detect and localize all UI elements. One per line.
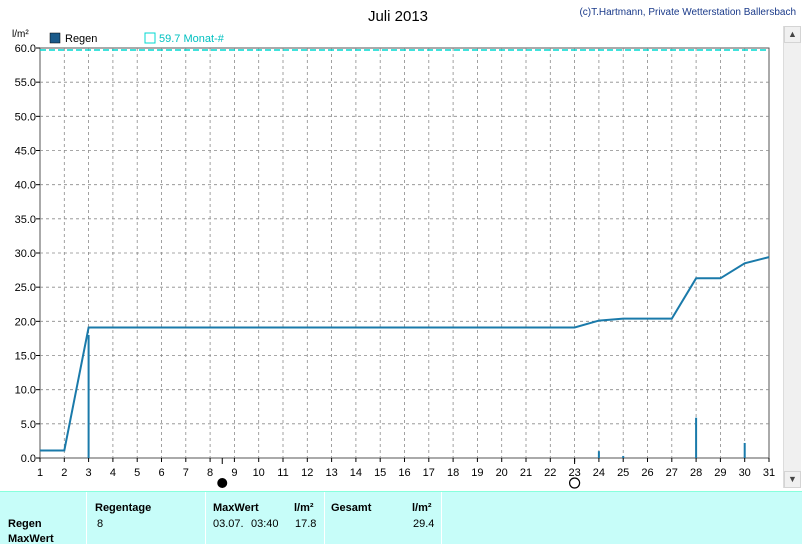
x-tick-label: 2 <box>61 467 67 479</box>
maxwert-time: 03:40 <box>251 518 279 530</box>
y-tick-label: 25.0 <box>15 282 36 294</box>
x-tick-label: 11 <box>277 467 288 479</box>
y-tick-label: 0.0 <box>21 453 36 465</box>
y-tick-label: 35.0 <box>15 214 36 226</box>
x-tick-label: 8 <box>207 467 213 479</box>
row-label-regen: Regen <box>8 518 42 530</box>
gesamt-header: Gesamt <box>331 502 372 514</box>
rain-chart: Juli 2013 l/m² Regen 59.7 Monat-# 0.0 5.0… <box>12 8 775 489</box>
x-tick-label: 9 <box>231 467 237 479</box>
regentage-header: Regentage <box>95 502 152 514</box>
x-tick-label: 18 <box>447 467 459 479</box>
x-tick-label: 26 <box>641 467 653 479</box>
panel-divider <box>441 492 442 544</box>
panel-divider <box>324 492 325 544</box>
x-tick-label: 6 <box>158 467 164 479</box>
y-tick-label: 60.0 <box>15 43 36 55</box>
legend: Regen 59.7 Monat-# <box>49 32 225 45</box>
chart-title: Juli 2013 <box>368 8 428 25</box>
y-tick-label: 50.0 <box>15 111 36 123</box>
x-tick-label: 15 <box>374 467 386 479</box>
x-tick-label: 10 <box>253 467 265 479</box>
x-tick-label: 14 <box>350 467 362 479</box>
x-tick-label: 5 <box>134 467 140 479</box>
legend-swatch-monat <box>144 32 156 44</box>
x-tick-label: 1 <box>37 467 43 479</box>
y-axis-unit: l/m² <box>12 29 29 40</box>
x-tick-label: 27 <box>666 467 678 479</box>
x-tick-label: 4 <box>110 467 116 479</box>
gesamt-unit: l/m² <box>412 502 432 514</box>
panel-divider <box>205 492 206 544</box>
x-tick-label: 25 <box>617 467 629 479</box>
regentage-value: 8 <box>97 518 104 530</box>
x-tick-label: 22 <box>544 467 556 479</box>
x-tick-label: 3 <box>86 467 92 479</box>
legend-label-regen: Regen <box>65 33 97 45</box>
x-tick-label: 24 <box>593 467 605 479</box>
y-tick-label: 10.0 <box>15 385 36 397</box>
y-tick-label: 20.0 <box>15 316 36 328</box>
x-tick-label: 28 <box>690 467 702 479</box>
x-tick-label: 20 <box>496 467 508 479</box>
y-tick-label: 40.0 <box>15 180 36 192</box>
x-tick-label: 29 <box>714 467 726 479</box>
x-tick-label: 7 <box>183 467 189 479</box>
gesamt-value: 29.4 <box>413 518 435 530</box>
x-tick-label: 17 <box>423 467 435 479</box>
x-tick-label: 13 <box>325 467 337 479</box>
y-tick-label: 30.0 <box>15 248 36 260</box>
x-tick-label: 31 <box>763 467 775 479</box>
y-tick-label: 45.0 <box>15 146 36 158</box>
maxwert-value: 17.8 <box>295 518 317 530</box>
copyright-text: (c)T.Hartmann, Private Wetterstation Bal… <box>579 7 796 18</box>
y-tick-label: 55.0 <box>15 77 36 89</box>
x-tick-label: 16 <box>398 467 410 479</box>
new-moon-icon <box>217 478 228 488</box>
panel-divider <box>86 492 87 544</box>
legend-label-monat: 59.7 Monat-# <box>159 33 225 45</box>
vertical-scrollbar[interactable]: ▲ ▼ <box>783 26 801 488</box>
x-tick-label: 19 <box>471 467 483 479</box>
scroll-up-icon[interactable]: ▲ <box>784 26 801 43</box>
x-tick-label: 12 <box>301 467 313 479</box>
maxwert-header: MaxWert <box>213 502 259 514</box>
x-tick-label: 21 <box>520 467 532 479</box>
scroll-down-icon[interactable]: ▼ <box>784 471 801 488</box>
x-tick-label: 23 <box>568 467 580 479</box>
legend-swatch-regen <box>49 32 61 44</box>
maxwert-date: 03.07. <box>213 518 244 530</box>
y-tick-label: 5.0 <box>21 419 36 431</box>
y-tick-label: 15.0 <box>15 351 36 363</box>
cumulative-rain-line <box>40 256 770 452</box>
row-label-maxwert: MaxWert <box>8 533 54 545</box>
maxwert-unit: l/m² <box>294 502 314 514</box>
plot-area: 0.0 5.0 10.0 15.0 20.0 25.0 30.0 35.0 40.0 45.0 50… <box>15 43 775 489</box>
x-tick-label: 30 <box>739 467 751 479</box>
full-moon-icon <box>568 477 581 489</box>
summary-panel: Regen MaxWert Regentage 8 MaxWert l/m² 0… <box>0 491 802 545</box>
